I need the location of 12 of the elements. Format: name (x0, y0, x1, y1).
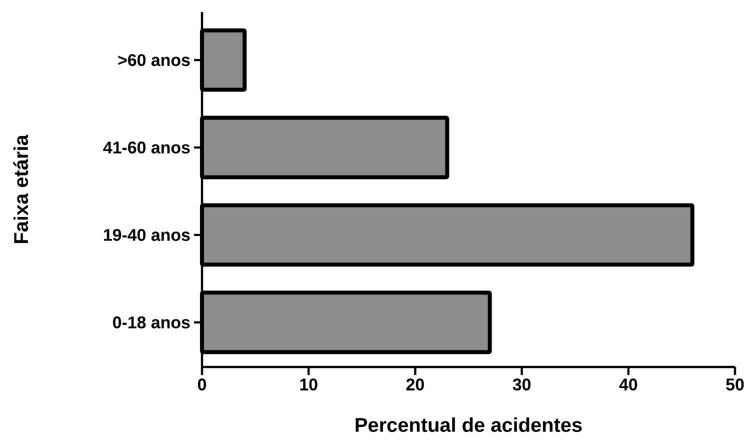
y-tick-label: 19-40 anos (104, 228, 190, 241)
x-tick-label: 50 (726, 378, 744, 390)
y-tick-label: 0-18 anos (113, 316, 190, 328)
x-tick-label: 0 (198, 378, 206, 390)
x-tick-label: 40 (619, 378, 638, 390)
x-tick-label: 10 (300, 378, 318, 390)
x-tick-label: 20 (406, 378, 424, 390)
y-axis-title: Faixa etária (13, 134, 28, 243)
y-tick-label: 41-60 anos (103, 142, 190, 154)
x-tick-label: 30 (512, 378, 531, 391)
x-axis-title: Percentual de acidentes (356, 417, 582, 432)
y-tick-label: >60 anos (118, 54, 190, 66)
